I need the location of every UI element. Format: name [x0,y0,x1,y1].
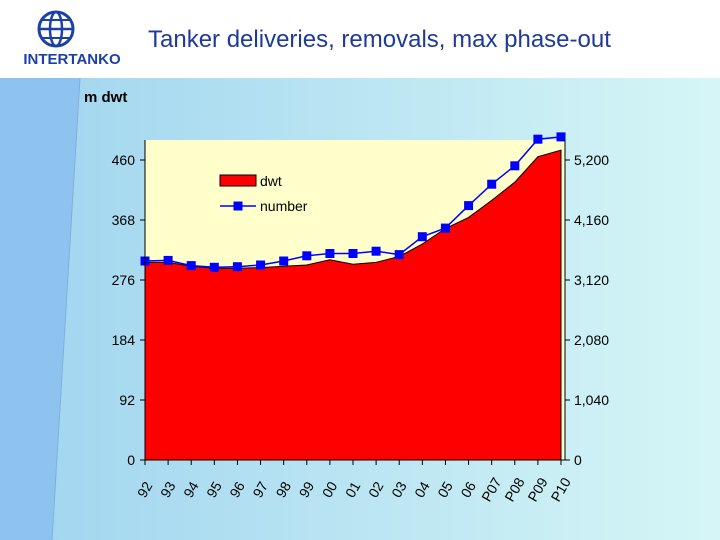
number-point-96 [232,262,242,272]
number-point-05 [440,223,450,233]
number-point-06 [464,201,474,211]
left-tick-label: 184 [112,332,136,348]
page-title: Tanker deliveries, removals, max phase-o… [148,26,611,53]
x-tick-label: 04 [411,479,433,501]
x-tick-label: 03 [388,479,410,501]
x-tick-label: 01 [342,479,364,501]
x-tick-label: 00 [319,479,341,501]
number-point-P08 [510,161,520,171]
number-point-03 [394,250,404,260]
right-tick-label: 4,160 [574,212,609,228]
x-tick-label: 94 [180,479,202,501]
left-tick-label: 460 [112,152,136,168]
x-tick-label: 93 [157,479,179,501]
number-point-94 [186,261,196,271]
left-tick-label: 92 [119,392,135,408]
number-point-04 [417,232,427,242]
x-tick-label: 02 [365,479,387,501]
x-tick-label: 96 [226,479,248,501]
x-tick-label: 95 [203,479,225,501]
globe-icon [37,10,75,48]
number-point-95 [209,262,219,272]
x-tick-label: P10 [548,475,574,505]
right-tick-label: 1,040 [574,392,609,408]
header-corner [110,0,150,78]
left-tick-label: 0 [127,452,135,468]
number-point-01 [348,249,358,258]
legend: dwt number [219,173,308,214]
sidebar-stripe [0,78,80,540]
x-ticks: 92 93 94 95 96 97 98 99 00 01 02 03 04 05 06 P07P08P09P… [134,460,574,504]
right-ticks: 0 1,040 2,080 3,120 4,160 5,200 [565,152,609,468]
number-point-98 [279,256,289,266]
left-ticks: 0 92 184 276 368 460 [112,152,145,468]
x-tick-label: P09 [524,475,550,505]
number-point-99 [302,251,312,261]
number-point-93 [163,255,173,265]
legend-number-marker [233,201,243,211]
left-tick-label: 276 [112,272,136,288]
right-tick-label: 0 [574,452,582,468]
legend-dwt-label: dwt [260,173,282,189]
logo-text: INTERTANKO [23,51,121,68]
number-point-P10 [556,132,566,142]
legend-dwt-swatch [219,174,257,187]
x-tick-label: P08 [501,475,527,505]
legend-number-label: number [260,198,308,214]
x-tick-label: 06 [457,479,479,501]
left-tick-label: 368 [112,212,136,228]
y-axis-unit-label: m dwt [84,89,128,106]
right-tick-label: 3,120 [574,272,609,288]
number-point-P09 [533,134,543,144]
number-point-02 [371,246,381,256]
dwt-area [144,149,562,461]
intertanko-logo: INTERTANKO [23,10,121,68]
number-point-P07 [487,179,497,189]
x-tick-label: 05 [434,479,456,501]
number-point-00 [325,249,335,258]
right-tick-label: 2,080 [574,332,609,348]
x-tick-label: 92 [134,479,156,501]
x-tick-label: 98 [273,479,295,501]
x-tick-label: 97 [249,479,271,501]
number-point-97 [256,260,266,270]
x-tick-label: 99 [296,479,318,501]
x-tick-label: P07 [478,475,504,505]
right-tick-label: 5,200 [574,152,609,168]
